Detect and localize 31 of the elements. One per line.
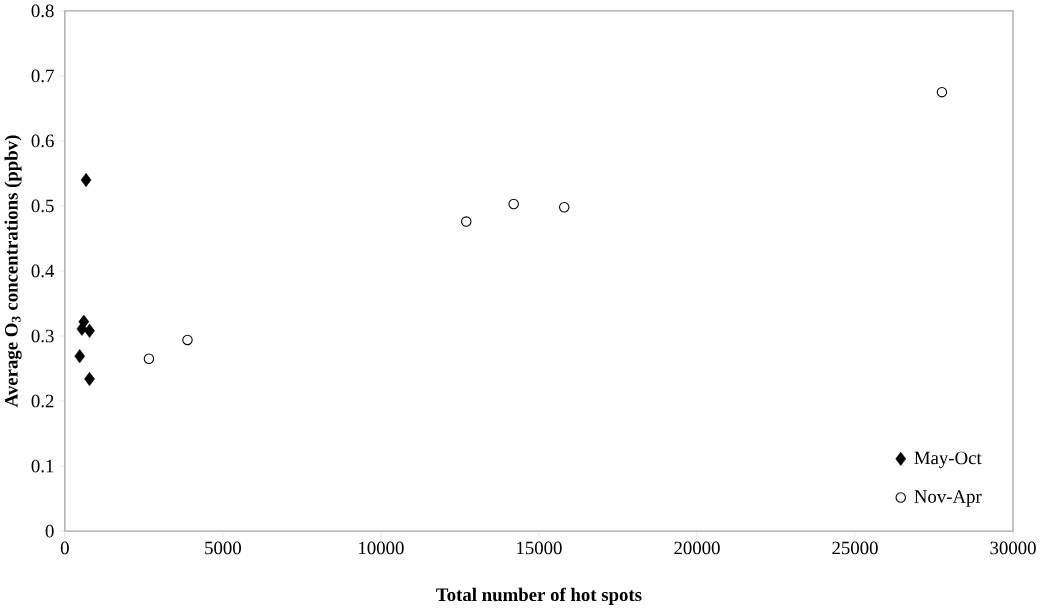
point [84, 371, 95, 386]
point [76, 321, 88, 336]
y-tick-label: 0.5 [31, 199, 54, 213]
y-tick-label: 0.7 [31, 69, 54, 83]
legend-label: May-Oct [914, 451, 982, 468]
y-tick-label: 0 [45, 524, 54, 538]
point [558, 201, 570, 213]
point [508, 198, 519, 210]
legend-label: Nov-Apr [914, 490, 982, 507]
x-tick-label: 5000 [205, 541, 241, 555]
point [936, 86, 948, 98]
y-tick-label: 0.4 [31, 264, 55, 278]
x-tick-label: 30000 [990, 541, 1036, 555]
x-axis-title: Total number of hot spots [436, 587, 642, 605]
x-tick-label: 15000 [517, 541, 562, 555]
y-axis-title: Average O$_{3}$ concentrations (ppbv) [4, 135, 22, 407]
point [84, 323, 95, 338]
point [461, 216, 472, 227]
point [80, 172, 92, 187]
y-tick-label: 0.8 [31, 4, 54, 18]
x-tick-label: 10000 [359, 541, 404, 555]
y-tick-label: 0.1 [31, 459, 54, 473]
point [182, 334, 193, 345]
y-tick-label: 0.6 [31, 134, 54, 148]
x-tick-label: 25000 [832, 541, 878, 555]
y-tick-label: 0.2 [31, 394, 54, 408]
x-tick-label: 20000 [674, 541, 720, 555]
y-tick-label: 0.3 [31, 329, 54, 343]
point [143, 353, 155, 364]
x-tick-label: 0 [60, 541, 69, 555]
point [74, 349, 86, 363]
